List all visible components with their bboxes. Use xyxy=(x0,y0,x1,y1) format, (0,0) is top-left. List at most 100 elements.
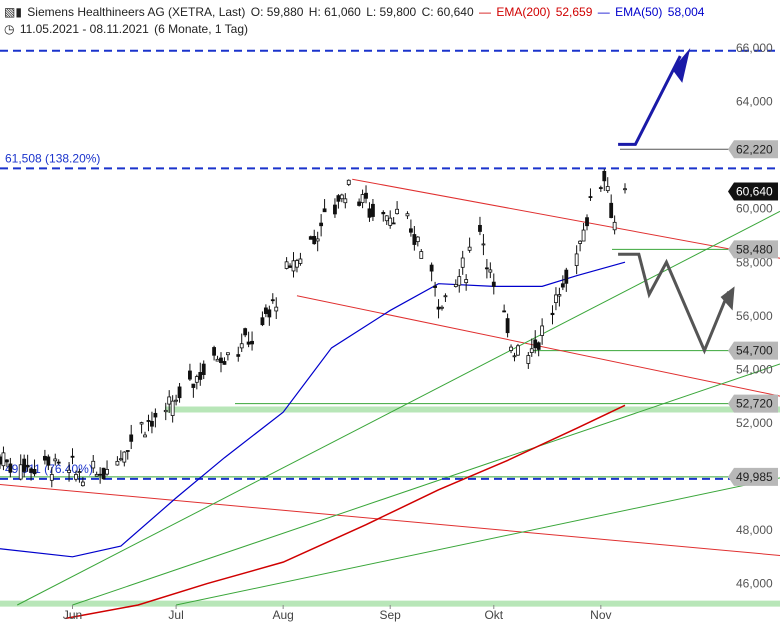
candle-body xyxy=(288,265,292,268)
candles-icon[interactable]: ▧▮ xyxy=(4,5,22,19)
candle-body xyxy=(236,354,241,357)
candle-body xyxy=(143,434,147,438)
candle-body xyxy=(174,399,179,402)
candle-body xyxy=(364,192,368,199)
candle-body xyxy=(77,471,82,473)
price-tag-label: 49,985 xyxy=(736,470,773,484)
arrow-up-head xyxy=(672,48,691,83)
ema200-value: 52,659 xyxy=(555,5,593,19)
candle-body xyxy=(315,238,320,242)
candle-body xyxy=(243,328,248,336)
candle-body xyxy=(94,474,99,477)
candle-body xyxy=(346,179,351,185)
price-tag-label: 60,640 xyxy=(736,185,773,199)
candle-body xyxy=(536,342,541,350)
candle-body xyxy=(49,474,54,481)
candle-body xyxy=(405,213,410,217)
candle-body xyxy=(308,236,313,240)
candle-body xyxy=(91,460,96,469)
candle-body xyxy=(98,473,103,476)
trend-line xyxy=(352,178,780,259)
candle-body xyxy=(436,306,441,310)
open-value: O: 59,880 xyxy=(250,5,304,19)
y-tick-label: 48,000 xyxy=(736,523,773,537)
candle-body xyxy=(412,234,417,245)
candle-body xyxy=(388,217,393,226)
candle-body xyxy=(502,310,507,313)
trend-line xyxy=(176,477,780,606)
candle-body xyxy=(357,201,362,206)
candle-body xyxy=(53,458,58,462)
x-tick-label: Aug xyxy=(272,608,293,622)
price-tag-label: 54,700 xyxy=(736,344,773,358)
candle-body xyxy=(246,341,251,345)
candle-body xyxy=(267,309,272,318)
candle-body xyxy=(215,358,220,362)
instrument-title: Siemens Healthineers AG (XETRA, Last) xyxy=(27,5,246,19)
high-value: H: 61,060 xyxy=(308,5,361,19)
candle-body xyxy=(460,257,465,268)
candle-body xyxy=(512,355,517,358)
candle-body xyxy=(605,186,610,192)
candle-body xyxy=(509,346,513,351)
candle-body xyxy=(433,285,437,288)
candle-body xyxy=(18,464,23,480)
candle-body xyxy=(150,420,154,427)
candle-body xyxy=(609,202,614,218)
candle-body xyxy=(42,455,47,461)
price-tag-label: 58,480 xyxy=(736,242,773,256)
y-tick-label: 52,000 xyxy=(736,416,773,430)
candle-body xyxy=(263,307,268,314)
candle-body xyxy=(505,318,510,334)
candle-body xyxy=(533,339,538,349)
candle-body xyxy=(260,317,265,326)
candle-body xyxy=(554,294,558,304)
candle-body xyxy=(29,468,33,473)
low-value: L: 59,800 xyxy=(366,5,417,19)
candle-body xyxy=(336,195,341,202)
candle-body xyxy=(101,467,106,480)
x-tick-label: Nov xyxy=(590,608,611,622)
candle-body xyxy=(194,376,199,383)
trend-line xyxy=(72,363,780,606)
candle-body xyxy=(270,299,275,302)
candle-body xyxy=(274,306,279,312)
candle-body xyxy=(339,194,344,200)
candle-body xyxy=(1,452,6,467)
y-tick-label: 64,000 xyxy=(736,95,773,109)
close-value: C: 60,640 xyxy=(421,5,474,19)
candle-body xyxy=(371,203,375,217)
candle-body xyxy=(226,352,230,356)
candle-body xyxy=(191,383,196,388)
candle-body xyxy=(464,279,469,284)
period: (6 Monate, 1 Tag) xyxy=(154,22,249,36)
projection-arrow-up xyxy=(618,55,682,146)
candle-body xyxy=(488,269,493,273)
candle-body xyxy=(201,363,206,375)
candle-body xyxy=(46,456,51,466)
candle-body xyxy=(115,460,120,466)
candle-body xyxy=(409,228,413,233)
trend-line xyxy=(0,484,780,556)
candle-body xyxy=(391,222,396,225)
chart-header: ▧▮ Siemens Healthineers AG (XETRA, Last)… xyxy=(4,5,706,19)
ema200-label: EMA(200) xyxy=(496,5,551,19)
candle-body xyxy=(170,400,175,416)
candle-body xyxy=(222,361,227,365)
candle-body xyxy=(478,224,482,232)
candle-body xyxy=(550,312,555,316)
price-tag xyxy=(728,140,778,159)
candle-body xyxy=(25,464,30,468)
candles xyxy=(0,168,627,488)
trend-line xyxy=(17,210,780,606)
candle-body xyxy=(467,246,472,251)
y-tick-label: 60,000 xyxy=(736,202,773,216)
candle-body xyxy=(291,260,296,272)
ema50-legend-marker: — xyxy=(597,5,610,19)
y-tick-label: 58,000 xyxy=(736,255,773,269)
candle-body xyxy=(212,347,216,356)
candle-body xyxy=(139,422,144,425)
ema200-line xyxy=(65,404,626,620)
candle-body xyxy=(360,194,365,204)
